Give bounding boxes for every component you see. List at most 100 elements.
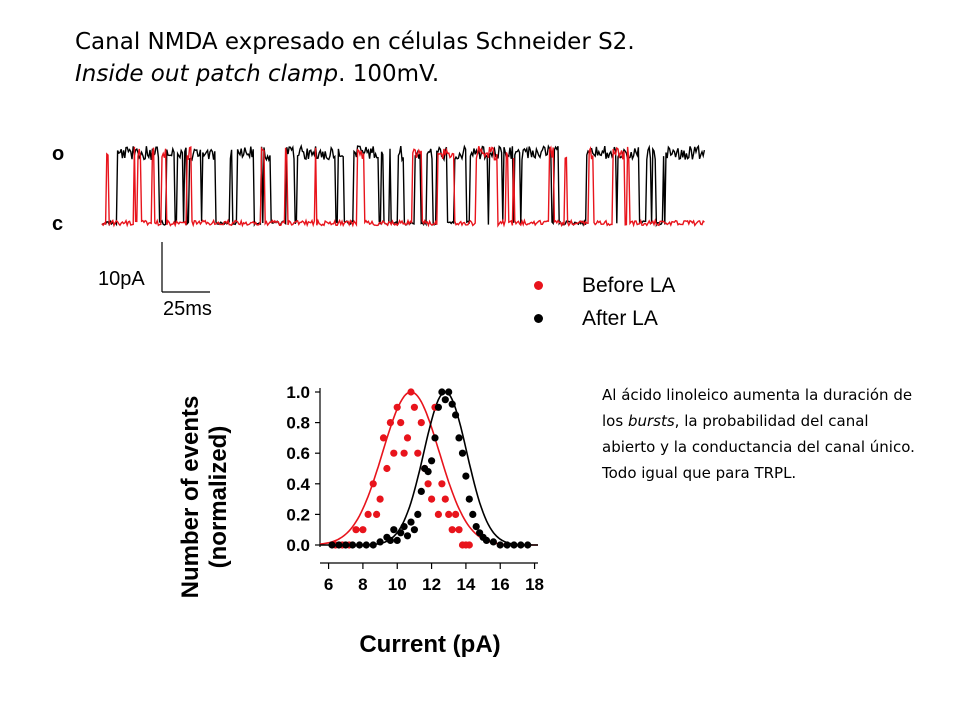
data-point [438,388,446,396]
data-point [455,434,463,442]
data-point [455,526,463,534]
data-point [462,472,470,480]
x-tick-label: 16 [491,575,510,594]
data-point [445,388,453,396]
data-point [496,541,504,549]
data-point [342,541,350,549]
data-point [458,449,467,457]
data-point [403,532,412,540]
data-point [489,538,497,546]
data-point [452,510,460,518]
slide-title: Canal NMDA expresado en células Schneide… [75,26,875,90]
data-point [441,396,449,404]
data-point [400,523,408,531]
data-point [465,541,473,549]
data-point [383,464,391,473]
x-tick-label: 14 [456,575,475,594]
data-point [441,495,449,503]
data-point [403,434,412,442]
data-point [434,510,442,518]
title-line-1: Canal NMDA expresado en células Schneide… [75,29,635,55]
data-point [417,487,425,495]
y-tick-label: 0.0 [286,536,310,555]
note-text-2: , la probabilidad del canal abierto y la… [602,412,915,482]
data-point [469,510,477,518]
legend-label-before: Before LA [582,274,676,297]
data-point [428,495,436,503]
data-point [369,480,377,488]
note-text-italic: bursts [627,412,675,430]
data-point [410,526,418,534]
scale-bar [161,242,210,293]
data-point [445,510,453,518]
data-point [362,541,370,549]
data-point [376,538,384,546]
x-tick-label: 6 [324,575,333,594]
scale-time-label: 25ms [163,298,212,320]
data-point [517,541,525,549]
data-point [393,403,401,411]
data-point [364,510,372,518]
data-point [524,541,532,549]
data-point [369,541,377,549]
data-point [428,457,436,465]
data-point [373,510,381,518]
trace-after-la [101,143,706,228]
data-point [448,400,456,408]
data-point [431,434,439,442]
data-point [379,434,388,442]
x-tick-label: 12 [422,575,441,594]
note-text-1: Al ácido linoleico aumenta la duración d… [602,386,913,430]
data-point [376,495,384,503]
y-tick-label: 0.2 [286,505,310,524]
x-tick-label: 8 [358,575,367,594]
y-axis-label-line2: (normalized) [205,426,232,569]
y-axis-label: Number of events [177,396,204,599]
data-point [424,480,432,488]
x-axis-label: Current (pA) [359,631,500,658]
data-point [390,526,398,534]
data-point [407,388,415,396]
data-point [359,526,367,534]
data-point [386,419,394,427]
data-point [417,419,425,427]
data-point [400,449,408,457]
data-point [390,449,398,457]
data-point [438,480,446,488]
data-point [393,536,401,544]
data-point [465,495,473,503]
current-histogram-chart: 0.0 0.2 0.4 0.6 0.8 1.0 6 8 10 12 14 16 18 Number of… [177,383,544,658]
data-point [397,529,405,537]
y-tick-label: 0.4 [286,475,310,494]
data-point [352,526,360,534]
data-point [335,541,343,549]
data-point [407,518,415,526]
trace-before-la [101,145,705,228]
closed-state-label: c [52,213,64,235]
title-method: Inside out patch clamp [75,61,339,87]
data-point [503,541,511,549]
title-line-2: Inside out patch clamp. 100mV. [75,58,875,90]
legend-dot-black-icon [534,314,543,323]
scale-current-label: 10pA [98,268,145,290]
data-point [355,541,364,549]
title-voltage: . 100mV. [338,61,440,87]
data-point [397,419,405,427]
data-point [414,449,422,457]
data-point [414,510,422,518]
legend-label-after: After LA [582,307,658,330]
data-point [482,536,491,544]
legend-dot-red-icon [534,281,543,290]
single-channel-trace [101,143,706,228]
data-point [328,541,336,549]
data-point [472,523,480,531]
data-point [349,541,357,549]
open-state-label: o [52,143,65,165]
side-note: Al ácido linoleico aumenta la duración d… [602,382,922,486]
x-tick-label: 10 [388,575,407,594]
data-point [410,403,418,411]
x-tick-label: 18 [525,575,544,594]
y-tick-label: 0.6 [286,444,310,463]
data-point [424,468,432,476]
data-point [448,526,456,534]
